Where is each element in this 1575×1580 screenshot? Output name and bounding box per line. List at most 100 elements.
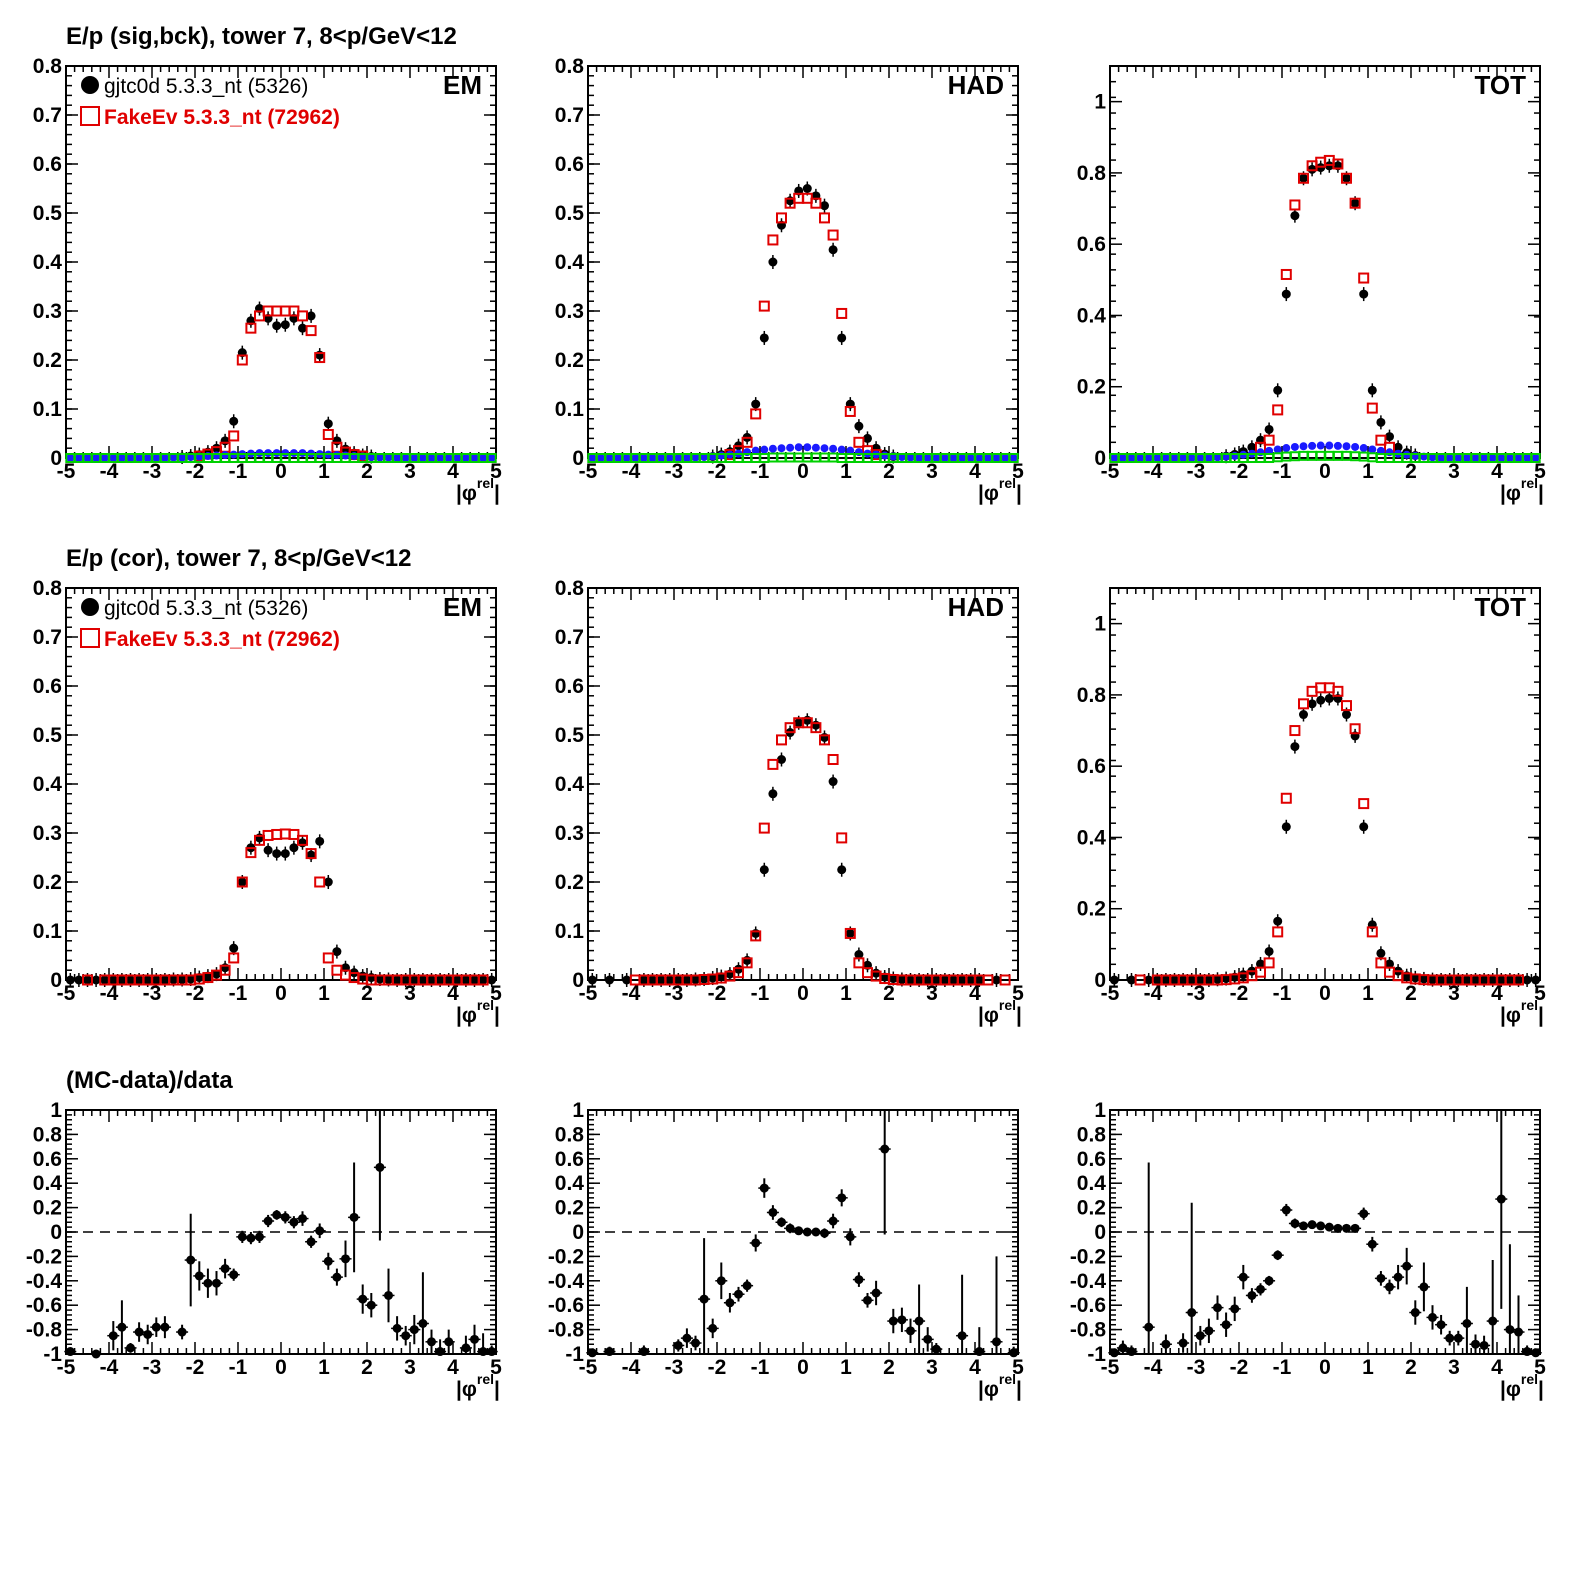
background-data-point bbox=[1445, 454, 1454, 462]
ratio-point bbox=[639, 1347, 649, 1357]
data-point bbox=[229, 416, 239, 426]
legend-mc-label: FakeEv 5.3.3_nt (72962) bbox=[104, 106, 340, 129]
panel-r1-c0: -5 -4 -3 -2 -1 0 1 2 3 4 5|φrel| 0 0.1 0.2 0.3 0.4 0.5 0.… bbox=[33, 577, 502, 1027]
background-data-point bbox=[384, 453, 393, 462]
data-point bbox=[854, 950, 864, 960]
ratio-point bbox=[802, 1227, 812, 1237]
background-data-point bbox=[1376, 446, 1385, 455]
mc-point bbox=[750, 930, 762, 942]
x-tick-label: 2 bbox=[1405, 982, 1417, 1005]
background-data-point bbox=[1273, 445, 1282, 454]
mc-point bbox=[767, 234, 779, 246]
data-point bbox=[375, 974, 385, 984]
data-point bbox=[323, 419, 333, 429]
x-tick-label: -1 bbox=[1273, 1356, 1292, 1379]
x-tick-label: 3 bbox=[926, 460, 938, 483]
y-tick-label: 0.8 bbox=[555, 1123, 585, 1146]
legend-marker-mc bbox=[80, 628, 100, 648]
y-tick-label: 0.8 bbox=[555, 577, 585, 600]
data-point bbox=[820, 732, 829, 742]
x-tick-label: -2 bbox=[708, 1356, 727, 1379]
mc-point bbox=[810, 197, 822, 209]
x-tick-label: 2 bbox=[361, 1356, 373, 1379]
mc-point bbox=[1341, 700, 1352, 712]
ratio-point bbox=[725, 1298, 735, 1308]
x-tick-label: 4 bbox=[1491, 982, 1503, 1005]
y-tick-label: -1 bbox=[565, 1343, 584, 1366]
ratio-point bbox=[160, 1322, 170, 1332]
data-point bbox=[1445, 975, 1455, 985]
data-point bbox=[117, 975, 127, 985]
background-data-point bbox=[1308, 441, 1317, 450]
x-tick-label: 1 bbox=[318, 982, 330, 1005]
data-point bbox=[1385, 432, 1394, 442]
y-tick-label: 1 bbox=[1094, 613, 1106, 636]
data-point bbox=[289, 843, 299, 853]
y-tick-label: 0.8 bbox=[33, 1123, 63, 1146]
data-point bbox=[1453, 975, 1463, 985]
x-tick-label: -3 bbox=[665, 1356, 684, 1379]
data-point bbox=[315, 836, 325, 846]
data-point bbox=[186, 974, 196, 984]
data-point bbox=[854, 421, 864, 431]
mc-point bbox=[1358, 272, 1370, 284]
panel-r1-c1: -5 -4 -3 -2 -1 0 1 2 3 4 5|φrel| 0 0.1 0.2 0.3 0.4 0.5 0.… bbox=[555, 577, 1024, 1027]
y-tick-label: 0.7 bbox=[33, 104, 62, 127]
x-tick-label: 2 bbox=[361, 460, 373, 483]
data-point bbox=[949, 975, 958, 985]
data-point bbox=[1221, 974, 1231, 984]
plot-frame bbox=[1109, 65, 1541, 459]
background-data-point bbox=[674, 454, 683, 462]
panel-r2-c0: -5 -4 -3 -2 -1 0 1 2 3 4 5|φrel|-1-0.8-0.6-0.4-0.2… bbox=[26, 1099, 502, 1401]
ratio-point bbox=[811, 1227, 821, 1237]
ratio-point bbox=[1204, 1326, 1214, 1336]
background-data-point bbox=[152, 454, 161, 462]
background-mc-point bbox=[1530, 453, 1541, 463]
mc-point bbox=[305, 848, 317, 860]
x-tick-label: -4 bbox=[1144, 982, 1163, 1005]
mc-point bbox=[999, 974, 1011, 986]
x-tick-label: -1 bbox=[1273, 460, 1292, 483]
mc-point bbox=[733, 967, 744, 979]
y-tick-label: 0.5 bbox=[33, 202, 63, 225]
mc-point bbox=[288, 828, 300, 840]
y-tick-label: 0.6 bbox=[1077, 755, 1106, 778]
background-data-point bbox=[1299, 442, 1308, 451]
y-tick-label: 0.4 bbox=[1077, 1172, 1107, 1195]
mc-point bbox=[1298, 172, 1309, 184]
data-point bbox=[734, 964, 743, 974]
data-point bbox=[992, 975, 1001, 985]
data-point bbox=[461, 975, 471, 985]
background-data-point bbox=[100, 454, 109, 462]
background-data-point bbox=[1462, 454, 1471, 462]
mc-point bbox=[1332, 685, 1344, 697]
x-tick-label: 2 bbox=[361, 982, 373, 1005]
data-point bbox=[487, 975, 497, 985]
background-data-point bbox=[1161, 454, 1170, 462]
data-point bbox=[108, 975, 118, 985]
ratio-point bbox=[134, 1327, 144, 1337]
y-tick-label: 0.6 bbox=[555, 675, 584, 698]
x-tick-label: 0 bbox=[1319, 1356, 1331, 1379]
y-tick-label: 0 bbox=[1094, 1221, 1106, 1244]
y-tick-label: -0.4 bbox=[548, 1270, 585, 1293]
ratio-point bbox=[263, 1216, 273, 1226]
data-point bbox=[1213, 974, 1222, 984]
ratio-point bbox=[1410, 1308, 1420, 1318]
data-point bbox=[134, 975, 144, 985]
data-point bbox=[768, 789, 778, 799]
mc-point bbox=[1341, 172, 1352, 184]
ratio-point bbox=[246, 1233, 256, 1243]
x-tick-label: -4 bbox=[1144, 1356, 1163, 1379]
x-tick-label: 3 bbox=[1448, 460, 1460, 483]
mc-point bbox=[1255, 966, 1266, 978]
data-point bbox=[863, 433, 872, 443]
ratio-point bbox=[1324, 1222, 1334, 1232]
x-tick-label: -3 bbox=[1187, 982, 1206, 1005]
x-tick-label: -4 bbox=[622, 982, 641, 1005]
background-data-point bbox=[1385, 448, 1394, 457]
data-point bbox=[1428, 975, 1437, 985]
x-axis-label: |φrel| bbox=[456, 997, 500, 1027]
ratio-point bbox=[708, 1323, 718, 1333]
